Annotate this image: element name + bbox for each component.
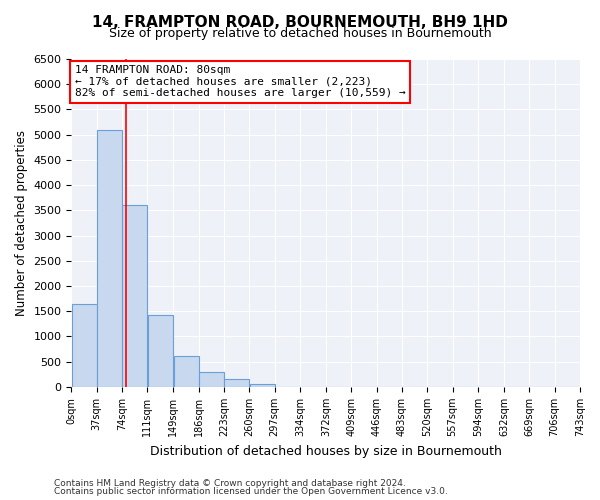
Text: Contains public sector information licensed under the Open Government Licence v3: Contains public sector information licen… [54,487,448,496]
Bar [97,130,122,387]
Bar [199,372,224,387]
Bar [122,206,147,387]
Bar [148,316,173,387]
Text: Contains HM Land Registry data © Crown copyright and database right 2024.: Contains HM Land Registry data © Crown c… [54,478,406,488]
X-axis label: Distribution of detached houses by size in Bournemouth: Distribution of detached houses by size … [150,444,502,458]
Bar [224,379,249,387]
Bar [71,304,97,387]
Text: 14 FRAMPTON ROAD: 80sqm
← 17% of detached houses are smaller (2,223)
82% of semi: 14 FRAMPTON ROAD: 80sqm ← 17% of detache… [75,65,406,98]
Bar [173,356,199,387]
Bar [250,384,275,387]
Text: 14, FRAMPTON ROAD, BOURNEMOUTH, BH9 1HD: 14, FRAMPTON ROAD, BOURNEMOUTH, BH9 1HD [92,15,508,30]
Text: Size of property relative to detached houses in Bournemouth: Size of property relative to detached ho… [109,28,491,40]
Y-axis label: Number of detached properties: Number of detached properties [15,130,28,316]
